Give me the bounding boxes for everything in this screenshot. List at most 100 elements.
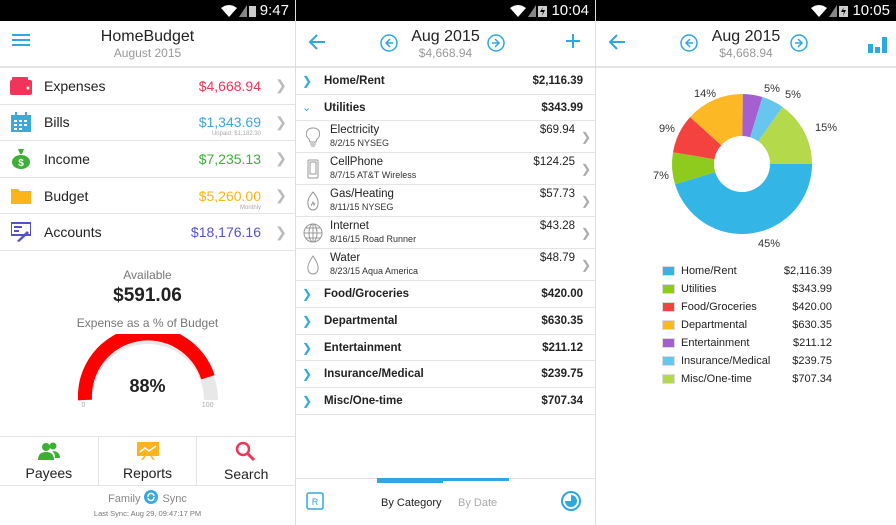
category-row[interactable]: ❯ Food/Groceries $420.00 xyxy=(296,281,595,309)
sync-status[interactable]: Family Sync Last Sync: Aug 29, 09:47:17 … xyxy=(0,490,295,518)
category-amount: $211.12 xyxy=(542,341,583,354)
unpaid-note: Unpaid: $1,182.30 xyxy=(211,131,261,138)
search-button[interactable]: Search xyxy=(197,437,295,485)
chevron-right-icon: ❯ xyxy=(581,257,592,272)
legend-amount: $211.12 xyxy=(793,337,832,349)
legend-amount: $420.00 xyxy=(792,301,832,313)
pie-label: 5% xyxy=(785,89,801,101)
category-name: Home/Rent xyxy=(324,74,385,87)
tab-by-date[interactable]: By Date xyxy=(458,497,498,509)
available-section: Available $591.06 Expense as a % of Budg… xyxy=(0,251,295,414)
status-bar: 9:47 xyxy=(0,0,295,21)
expense-row[interactable]: Electricity 8/2/15 NYSEG $69.94 ❯ xyxy=(296,121,595,154)
chevron-right-icon: ❯ xyxy=(302,393,313,408)
bottom-nav: Payees Reports Search xyxy=(0,436,295,486)
category-amount: $630.35 xyxy=(541,314,583,327)
category-name: Entertainment xyxy=(324,341,402,354)
next-month-icon[interactable] xyxy=(487,34,505,57)
legend-item: Insurance/Medical $239.75 xyxy=(662,352,832,370)
status-icons xyxy=(510,4,548,17)
last-sync-time: Last Sync: Aug 29, 09:47:17 PM xyxy=(93,509,202,518)
legend-swatch xyxy=(662,302,675,312)
pie-chart-toggle-icon[interactable] xyxy=(561,491,581,516)
category-amount: $707.34 xyxy=(541,394,583,407)
expense-row[interactable]: Internet 8/16/15 Road Runner $43.28 ❯ xyxy=(296,217,595,250)
view-footer xyxy=(296,478,595,525)
payees-button[interactable]: Payees xyxy=(0,437,99,485)
legend-amount: $2,116.39 xyxy=(783,265,832,277)
legend-label: Utilities xyxy=(681,283,717,295)
reports-button[interactable]: Reports xyxy=(99,437,198,485)
globe-icon xyxy=(300,223,326,243)
reports-label: Reports xyxy=(122,464,173,481)
chevron-right-icon: ❯ xyxy=(302,340,313,355)
category-row[interactable]: ❯ Home/Rent $2,116.39 xyxy=(296,68,595,95)
pie-label: 14% xyxy=(694,88,717,100)
month-header: Aug 2015 $4,668.94 xyxy=(596,21,896,68)
app-subtitle: August 2015 xyxy=(113,45,182,60)
category-row[interactable]: ❯ Insurance/Medical $239.75 xyxy=(296,361,595,389)
legend-swatch xyxy=(662,320,675,330)
chevron-right-icon: ❯ xyxy=(275,187,287,204)
folder-icon xyxy=(10,185,32,207)
legend-amount: $343.99 xyxy=(792,283,832,295)
menu-amount: $7,235.13 xyxy=(198,150,261,167)
available-value: $591.06 xyxy=(113,284,182,306)
expense-row[interactable]: Water 8/23/15 Aqua America $48.79 ❯ xyxy=(296,249,595,282)
recurring-button[interactable]: R xyxy=(306,492,324,515)
status-time: 10:04 xyxy=(551,2,589,19)
prev-month-icon[interactable] xyxy=(380,34,398,57)
add-icon[interactable] xyxy=(565,33,581,54)
chevron-right-icon: ❯ xyxy=(275,113,287,130)
pie-slice xyxy=(758,106,812,164)
expense-detail: 8/23/15 Aqua America xyxy=(330,266,419,277)
sync-label: Sync xyxy=(162,492,187,505)
status-bar: 10:04 xyxy=(296,0,595,21)
category-row[interactable]: ❯ Misc/One-time $707.34 xyxy=(296,388,595,415)
check-pen-icon xyxy=(10,221,32,243)
menu-item-expenses[interactable]: Expenses $4,668.94 ❯ xyxy=(0,68,295,105)
chevron-right-icon: ❯ xyxy=(302,313,313,328)
budget-gauge: 88% 0 100 xyxy=(77,326,218,414)
tab-by-category[interactable]: By Category xyxy=(381,497,442,509)
category-name: Departmental xyxy=(324,314,398,327)
bar-chart-icon[interactable] xyxy=(868,35,888,58)
pie-slice xyxy=(673,117,722,160)
back-arrow-icon[interactable] xyxy=(608,34,626,55)
menu-item-accounts[interactable]: Accounts $18,176.16 ❯ xyxy=(0,214,295,251)
expense-detail: 8/2/15 NYSEG xyxy=(330,138,390,149)
donut-chart xyxy=(672,94,812,234)
tab-track xyxy=(377,478,509,481)
legend-swatch xyxy=(662,356,675,366)
expense-amount: $69.94 xyxy=(539,124,575,137)
legend-item: Entertainment $211.12 xyxy=(662,334,832,352)
back-arrow-icon[interactable] xyxy=(308,34,326,55)
expense-row[interactable]: Gas/Heating 8/11/15 NYSEG $57.73 ❯ xyxy=(296,185,595,218)
home-screen: 9:47 HomeBudget August 2015 Expenses $4,… xyxy=(0,0,296,525)
expense-name: CellPhone xyxy=(330,156,384,169)
menu-label: Expenses xyxy=(44,77,106,94)
hamburger-menu-icon[interactable] xyxy=(12,33,30,52)
menu-item-income[interactable]: $ Income $7,235.13 ❯ xyxy=(0,141,295,178)
category-amount: $420.00 xyxy=(541,288,583,301)
category-row-expanded[interactable]: ⌄ Utilities $343.99 xyxy=(296,95,595,122)
status-icons xyxy=(811,4,849,17)
pie-chart-screen: 10:05 Aug 2015 $4,668.94 14% 5% 5% 15% 9… xyxy=(596,0,896,525)
budget-amount: $5,260.00 xyxy=(198,187,261,204)
expense-detail: 8/7/15 AT&T Wireless xyxy=(330,170,417,181)
prev-month-icon[interactable] xyxy=(680,34,698,57)
expense-row[interactable]: CellPhone 8/7/15 AT&T Wireless $124.25 ❯ xyxy=(296,153,595,186)
category-row[interactable]: ❯ Departmental $630.35 xyxy=(296,308,595,335)
chart-legend: Home/Rent $2,116.39 Utilities $343.99 Food… xyxy=(662,262,832,388)
people-icon xyxy=(37,442,60,463)
menu-label: Budget xyxy=(44,187,89,204)
expense-amount: $48.79 xyxy=(539,252,575,265)
payees-label: Payees xyxy=(25,464,73,481)
chevron-right-icon: ❯ xyxy=(275,150,287,167)
next-month-icon[interactable] xyxy=(790,34,808,57)
category-row[interactable]: ❯ Entertainment $211.12 xyxy=(296,335,595,362)
menu-item-budget[interactable]: Budget $5,260.00 Monthly ❯ xyxy=(0,178,295,215)
flame-icon xyxy=(300,191,326,211)
menu-item-bills[interactable]: Bills $1,343.69 Unpaid: $1,182.30 ❯ xyxy=(0,105,295,142)
legend-item: Food/Groceries $420.00 xyxy=(662,298,832,316)
